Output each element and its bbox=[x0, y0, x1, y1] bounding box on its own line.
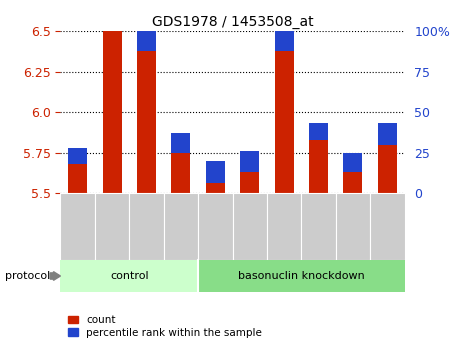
Title: GDS1978 / 1453508_at: GDS1978 / 1453508_at bbox=[152, 14, 313, 29]
Bar bbox=[344, 152, 362, 172]
Text: basonuclin knockdown: basonuclin knockdown bbox=[238, 271, 365, 281]
Bar bbox=[103, 10, 121, 31]
Bar bbox=[309, 140, 328, 193]
Bar bbox=[344, 172, 362, 193]
Bar bbox=[275, 50, 293, 193]
Bar bbox=[378, 145, 397, 193]
Bar bbox=[206, 184, 225, 193]
Bar bbox=[137, 28, 156, 50]
Bar bbox=[68, 148, 87, 164]
Bar bbox=[206, 161, 225, 184]
Bar bbox=[240, 172, 259, 193]
Text: control: control bbox=[110, 271, 149, 281]
Text: protocol: protocol bbox=[5, 271, 50, 281]
Bar bbox=[309, 124, 328, 140]
Bar bbox=[172, 133, 190, 152]
Bar bbox=[103, 31, 121, 193]
Legend: count, percentile rank within the sample: count, percentile rank within the sample bbox=[66, 313, 265, 340]
Bar bbox=[68, 164, 87, 193]
Bar bbox=[275, 28, 293, 50]
Bar bbox=[378, 124, 397, 145]
Bar bbox=[240, 151, 259, 172]
Bar bbox=[137, 50, 156, 193]
Bar bbox=[172, 153, 190, 193]
